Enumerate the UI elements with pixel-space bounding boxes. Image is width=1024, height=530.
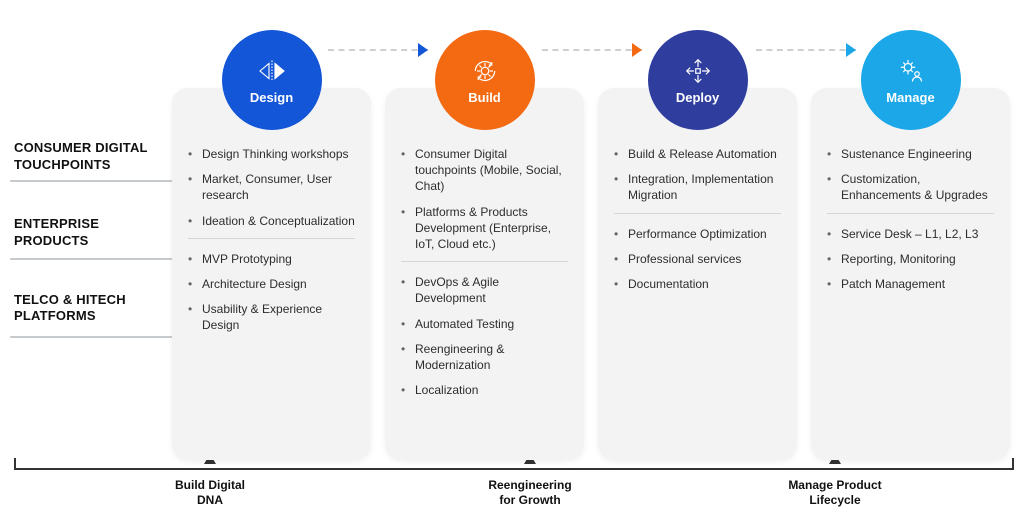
bullet-item: Localization [401, 382, 568, 398]
diagram-stage: CONSUMER DIGITAL TOUCHPOINTS ENTERPRISE … [0, 0, 1024, 530]
deploy-card: Build & Release Automation Integration, I… [598, 88, 797, 460]
card-top-section: Consumer Digital touchpoints (Mobile, So… [401, 146, 568, 252]
card-top-section: Build & Release Automation Integration, I… [614, 146, 781, 204]
stage-connector [328, 49, 428, 51]
bullet-item: Platforms & Products Development (Enterp… [401, 204, 568, 253]
build-card: Consumer Digital touchpoints (Mobile, So… [385, 88, 584, 460]
card-bottom-section: DevOps & Agile Development Automated Test… [401, 274, 568, 398]
manage-card: Sustenance Engineering Customization, Enh… [811, 88, 1010, 460]
section-divider [614, 213, 781, 214]
bullet-item: Service Desk – L1, L2, L3 [827, 226, 994, 242]
axis-label: Reengineeringfor Growth [430, 478, 630, 508]
bullet-item: DevOps & Agile Development [401, 274, 568, 306]
bullet-item: Patch Management [827, 276, 994, 292]
stage-connector [756, 49, 856, 51]
row-label-text: TOUCHPOINTS [14, 157, 164, 174]
bullet-item: Performance Optimization [614, 226, 781, 242]
bullet-item: MVP Prototyping [188, 251, 355, 267]
bullet-item: Architecture Design [188, 276, 355, 292]
stage-column-design: Design Thinking workshops Market, Consume… [172, 30, 371, 460]
section-divider [188, 238, 355, 239]
gear-person-icon [896, 56, 926, 86]
bullet-item: Market, Consumer, User research [188, 171, 355, 203]
stage-connector [542, 49, 642, 51]
deploy-stage-circle: Deploy [648, 30, 748, 130]
row-label-text: ENTERPRISE [14, 216, 164, 233]
card-bottom-section: MVP Prototyping Architecture Design Usabil… [188, 251, 355, 334]
card-top-section: Design Thinking workshops Market, Consume… [188, 146, 355, 229]
bullet-item: Customization, Enhancements & Upgrades [827, 171, 994, 203]
bullet-item: Integration, Implementation Migration [614, 171, 781, 203]
bullet-item: Design Thinking workshops [188, 146, 355, 162]
row-label-text: PLATFORMS [14, 308, 164, 325]
gear-cycle-icon [470, 56, 500, 86]
row-rule [10, 336, 184, 338]
arrow-icon [846, 43, 856, 57]
axis-line [14, 468, 1014, 470]
design-card: Design Thinking workshops Market, Consume… [172, 88, 371, 460]
arrows-out-icon [683, 56, 713, 86]
row-label-consumer: CONSUMER DIGITAL TOUCHPOINTS [14, 140, 164, 174]
stage-column-build: Consumer Digital touchpoints (Mobile, So… [385, 30, 584, 460]
bullet-item: Documentation [614, 276, 781, 292]
stage-label: Design [250, 90, 293, 105]
section-divider [401, 261, 568, 262]
card-top-section: Sustenance Engineering Customization, Enh… [827, 146, 994, 204]
arrow-icon [418, 43, 428, 57]
stage-label: Manage [886, 90, 934, 105]
axis-label: Build DigitalDNA [110, 478, 310, 508]
bullet-item: Ideation & Conceptualization [188, 213, 355, 229]
arrow-icon [632, 43, 642, 57]
row-label-telco: TELCO & HITECH PLATFORMS [14, 292, 164, 326]
bullet-item: Reporting, Monitoring [827, 251, 994, 267]
bullet-item: Consumer Digital touchpoints (Mobile, So… [401, 146, 568, 195]
row-rule [10, 258, 184, 260]
bullet-item: Sustenance Engineering [827, 146, 994, 162]
stage-column-deploy: Build & Release Automation Integration, I… [598, 30, 797, 460]
row-labels: CONSUMER DIGITAL TOUCHPOINTS ENTERPRISE … [14, 140, 164, 367]
stage-column-manage: Sustenance Engineering Customization, Enh… [811, 30, 1010, 460]
bullet-item: Build & Release Automation [614, 146, 781, 162]
stage-label: Deploy [676, 90, 719, 105]
card-bottom-section: Service Desk – L1, L2, L3 Reporting, Moni… [827, 226, 994, 293]
row-label-text: CONSUMER DIGITAL [14, 140, 164, 157]
card-bottom-section: Performance Optimization Professional ser… [614, 226, 781, 293]
row-label-text: PRODUCTS [14, 233, 164, 250]
row-label-text: TELCO & HITECH [14, 292, 164, 309]
row-rule [10, 180, 184, 182]
bullet-item: Professional services [614, 251, 781, 267]
section-divider [827, 213, 994, 214]
bullet-item: Automated Testing [401, 316, 568, 332]
manage-stage-circle: Manage [861, 30, 961, 130]
stage-label: Build [468, 90, 501, 105]
stage-columns: Design Thinking workshops Market, Consume… [172, 30, 1010, 460]
design-stage-circle: Design [222, 30, 322, 130]
axis-label: Manage ProductLifecycle [735, 478, 935, 508]
bullet-item: Reengineering & Modernization [401, 341, 568, 373]
row-label-enterprise: ENTERPRISE PRODUCTS [14, 216, 164, 250]
build-stage-circle: Build [435, 30, 535, 130]
mirror-triangles-icon [257, 56, 287, 86]
bullet-item: Usability & Experience Design [188, 301, 355, 333]
